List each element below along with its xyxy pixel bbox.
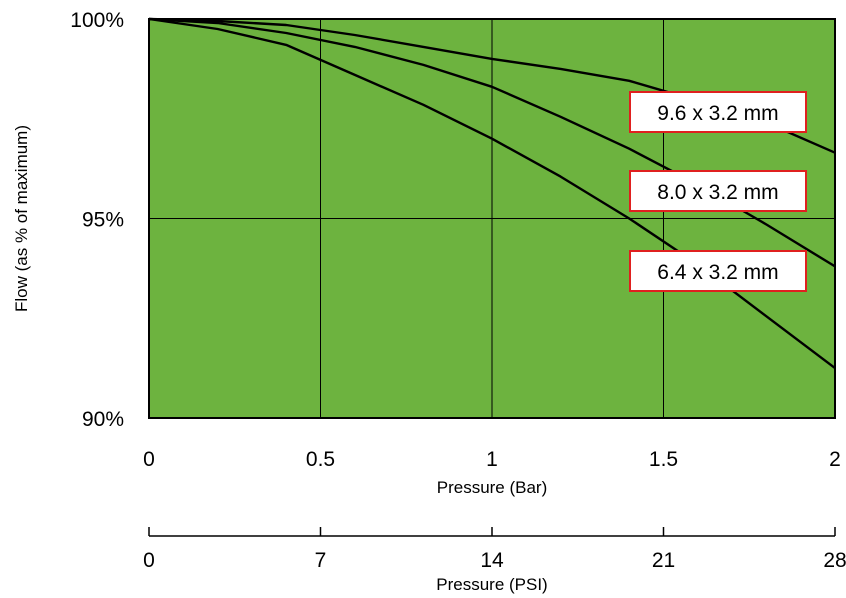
x-axis-title: Pressure (Bar): [437, 478, 548, 497]
y-tick-label: 90%: [82, 408, 124, 431]
series-label-text: 8.0 x 3.2 mm: [657, 181, 778, 204]
psi-tick-label: 21: [652, 549, 675, 572]
series-label-box: [629, 170, 807, 212]
x-tick-label: 1.5: [649, 448, 678, 471]
psi-tick-label: 0: [143, 549, 155, 572]
psi-axis: 0 7 14 21 28: [143, 527, 846, 572]
x-tick-label: 1: [486, 448, 498, 471]
plot-frame: [148, 18, 836, 419]
series-label-text: 6.4 x 3.2 mm: [657, 261, 778, 284]
series-label-box: [629, 250, 807, 292]
psi-tick-label: 28: [823, 549, 846, 572]
x-tick-label: 0.5: [306, 448, 335, 471]
psi-tick-label: 14: [480, 549, 504, 572]
series-labels: 9.6 x 3.2 mm 8.0 x 3.2 mm 6.4 x 3.2 mm: [629, 91, 807, 292]
y-tick-label: 95%: [82, 209, 124, 232]
x-tick-label: 2: [829, 448, 841, 471]
series-label-3: 6.4 x 3.2 mm: [629, 250, 807, 292]
series-label-text: 9.6 x 3.2 mm: [657, 102, 778, 125]
x-axis-ticks: 0 0.5 1 1.5 2: [143, 448, 841, 471]
x-tick-label: 0: [143, 448, 155, 471]
series-label-2: 8.0 x 3.2 mm: [629, 170, 807, 212]
series-label-box: [629, 91, 807, 133]
psi-axis-title: Pressure (PSI): [436, 575, 547, 594]
series-label-1: 9.6 x 3.2 mm: [629, 91, 807, 133]
y-tick-label: 100%: [70, 9, 124, 32]
y-axis-title: Flow (as % of maximum): [12, 125, 31, 312]
psi-tick-label: 7: [315, 549, 327, 572]
y-axis-ticks: 90% 95% 100%: [70, 9, 124, 431]
